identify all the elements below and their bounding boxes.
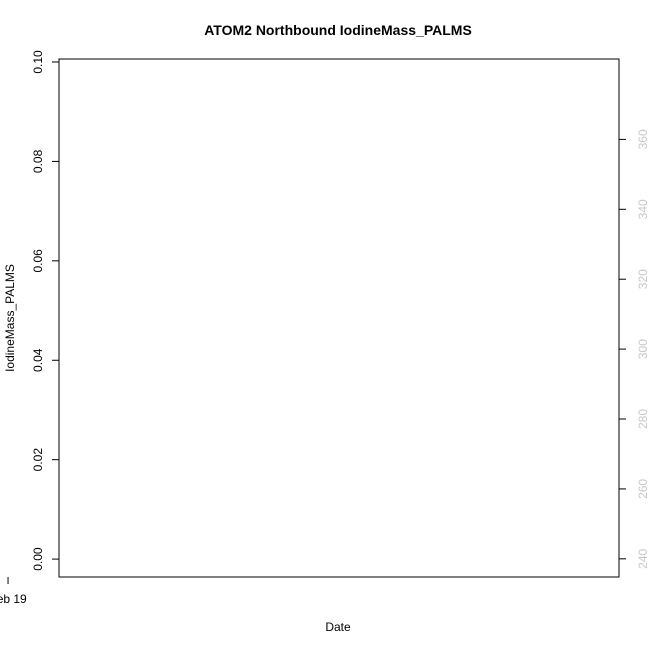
y2-tick-label: 260	[636, 479, 650, 499]
x-axis-label: Date	[325, 620, 351, 634]
y2-axis: 240 260 280 300 320 340 360	[619, 129, 650, 569]
y2-tick-label: 360	[636, 129, 650, 149]
y2-tick-label: 320	[636, 269, 650, 289]
y-tick-label: 0.00	[31, 547, 45, 571]
y2-tick-label: 280	[636, 409, 650, 429]
y-tick-label: 0.10	[31, 50, 45, 74]
y-tick-label: 0.02	[31, 448, 45, 472]
y-tick-label: 0.06	[31, 249, 45, 273]
y-tick-label: 0.08	[31, 149, 45, 173]
y-axis-label: IodineMass_PALMS	[3, 264, 17, 372]
plot-frame	[58, 58, 620, 578]
y2-tick-label: 300	[636, 339, 650, 359]
y2-tick-label: 340	[636, 199, 650, 219]
y2-tick-label: 240	[636, 548, 650, 568]
y-tick-label: 0.04	[31, 348, 45, 372]
x-tick-label: Feb 19	[0, 592, 27, 606]
y-axis: 0.00 0.02 0.04 0.06 0.08 0.10	[31, 50, 59, 571]
chart-title: ATOM2 Northbound IodineMass_PALMS	[204, 22, 472, 38]
x-axis: Feb 11Feb 13Feb 15Feb 17Feb 19	[0, 577, 27, 606]
